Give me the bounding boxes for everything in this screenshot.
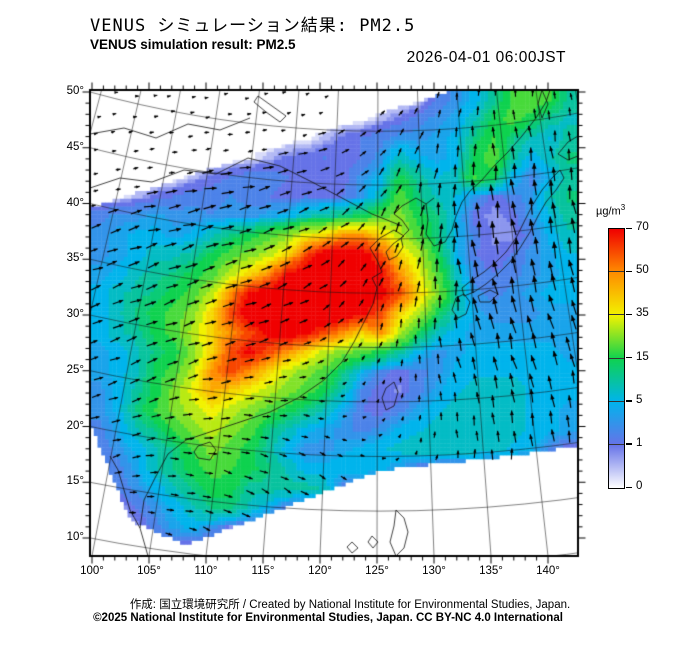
colorbar-tick-label: 15 [636, 350, 649, 363]
license-line: ©2025 National Institute for Environment… [93, 612, 563, 624]
colorbar-tick [626, 400, 632, 402]
colorbar-tick-label: 5 [636, 393, 643, 406]
lon-tick-label: 130° [422, 565, 446, 577]
lat-tick-label: 30° [66, 308, 84, 320]
colorbar-level-line [609, 271, 624, 273]
lat-tick-label: 50° [66, 85, 84, 97]
lon-tick-label: 120° [308, 565, 332, 577]
colorbar-tick [626, 357, 632, 359]
lon-tick-label: 135° [479, 565, 503, 577]
lon-tick-label: 115° [251, 565, 275, 577]
lat-tick-label: 40° [66, 196, 84, 209]
lon-tick-label: 105° [137, 565, 161, 577]
colorbar-tick [626, 443, 632, 445]
colorbar-unit-label: µg/m3 [596, 203, 626, 218]
colorbar-tick-label: 50 [636, 264, 649, 277]
colorbar-tick [626, 270, 632, 273]
lat-tick-label: 10° [66, 531, 84, 543]
colorbar-level-line [609, 357, 624, 359]
colorbar-level-line [609, 400, 624, 402]
colorbar-tick-label: 70 [636, 221, 649, 233]
colorbar-tick-label: 1 [636, 436, 643, 449]
lon-tick-label: 110° [194, 565, 218, 577]
lon-tick-label: 140° [536, 565, 560, 577]
credit-line: 作成: 国立環境研究所 / Created by National Instit… [129, 599, 571, 611]
lat-tick-label: 45° [66, 140, 84, 153]
colorbar-tick-label: 0 [636, 480, 643, 492]
lon-tick-label: 125° [365, 565, 389, 577]
colorbar-tick [626, 227, 632, 229]
colorbar-tick-label: 35 [636, 307, 649, 320]
colorbar-level-line [609, 314, 624, 316]
lat-tick-label: 25° [66, 363, 84, 376]
colorbar-tick [626, 486, 632, 488]
lon-tick-label: 100° [80, 565, 104, 577]
lat-tick-label: 15° [66, 475, 84, 488]
colorbar-tick [626, 313, 632, 316]
lat-tick-label: 20° [66, 419, 84, 432]
colorbar [608, 228, 625, 489]
colorbar-level-line [609, 443, 624, 445]
lat-tick-label: 35° [66, 252, 84, 265]
